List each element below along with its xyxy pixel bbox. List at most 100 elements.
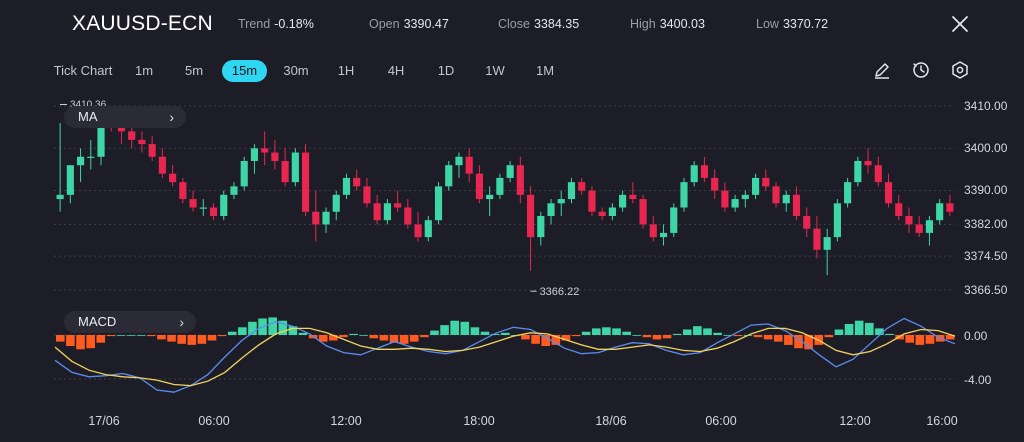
macd-histogram-bar — [784, 335, 793, 345]
candle-body — [567, 182, 576, 200]
candle-body — [312, 211, 320, 225]
candle-body — [66, 165, 74, 195]
macd-histogram-bar — [824, 335, 834, 338]
tf-1mo[interactable]: 1M — [535, 63, 555, 78]
signal-line — [54, 327, 956, 387]
chevron-right-icon: › — [169, 109, 174, 125]
macd-histogram-bar — [207, 335, 217, 341]
macd-histogram-bar — [379, 335, 389, 341]
candle-body — [670, 207, 678, 233]
tf-30m[interactable]: 30m — [283, 63, 309, 78]
candle-body — [465, 156, 473, 174]
price-tick: 3390.00 — [964, 183, 1008, 197]
candle-body — [486, 194, 494, 200]
candle-body — [148, 144, 156, 157]
open-label: Open — [369, 17, 400, 31]
macd-histogram-bar — [288, 326, 298, 335]
candle-body — [342, 177, 351, 195]
candle-body — [895, 203, 903, 216]
candle-body — [87, 156, 95, 158]
candle-body — [404, 207, 412, 225]
ma-indicator-pill[interactable]: MA › — [64, 106, 186, 128]
candle-body — [936, 203, 944, 221]
macd-histogram-bar — [652, 335, 662, 340]
candle-body — [322, 211, 330, 225]
candle-body — [772, 186, 780, 204]
candle-body — [751, 177, 760, 195]
macd-histogram-bar — [470, 327, 480, 335]
macd-histogram-bar — [278, 320, 288, 335]
macd-histogram-bar — [329, 335, 338, 341]
macd-histogram-bar — [298, 332, 308, 335]
candle-body — [578, 182, 586, 191]
candle-body — [169, 173, 177, 183]
time-tick: 06:00 — [198, 414, 230, 428]
candle-body — [506, 165, 514, 178]
settings-icon[interactable] — [949, 59, 971, 81]
candle-body — [557, 199, 565, 204]
clock-icon[interactable] — [910, 59, 932, 81]
candle-body — [189, 199, 197, 208]
macd-line — [54, 317, 956, 393]
macd-histogram-bar — [713, 332, 722, 335]
low-stat: Low 3370.72 — [756, 17, 828, 31]
macd-histogram-bar — [76, 335, 85, 350]
ma-label: MA — [78, 109, 98, 124]
candle-body — [414, 224, 422, 238]
candle-body — [230, 186, 238, 195]
macd-histogram-bar — [126, 335, 136, 336]
macd-histogram-bar — [834, 329, 844, 335]
time-tick: 06:00 — [705, 414, 737, 428]
candle-body — [915, 224, 923, 233]
macd-histogram-bar — [905, 335, 915, 343]
candle-body — [946, 203, 954, 212]
low-value: 3370.72 — [782, 17, 829, 31]
macd-histogram-bar — [541, 335, 551, 346]
price-tick: 3366.50 — [964, 283, 1008, 297]
tf-15m[interactable]: 15m — [222, 60, 267, 82]
candle-body — [179, 182, 187, 200]
candle-body — [209, 207, 218, 216]
macd-histogram-bar — [632, 335, 642, 336]
tf-tick-chart[interactable]: Tick Chart — [53, 63, 113, 78]
candle-body — [526, 194, 535, 238]
candle-body — [394, 203, 402, 208]
macd-histogram-bar — [682, 329, 692, 335]
macd-histogram-bar — [116, 335, 126, 336]
trend-stat: Trend -0.18% — [238, 17, 314, 31]
macd-histogram-bar — [612, 328, 621, 335]
tf-5m[interactable]: 5m — [184, 63, 204, 78]
high-marker-label: 3410.36 — [70, 99, 107, 110]
macd-histogram-bar — [591, 328, 601, 335]
macd-histogram-bar — [693, 326, 702, 335]
pencil-icon[interactable] — [871, 59, 893, 81]
macd-histogram-bar — [864, 322, 874, 335]
macd-histogram-bar — [703, 328, 712, 335]
macd-histogram-bar — [854, 320, 864, 335]
candle-body — [680, 182, 688, 208]
candle-body — [138, 139, 146, 145]
tf-4h[interactable]: 4H — [387, 63, 405, 78]
macd-histogram-bar — [147, 335, 156, 337]
candle-body — [373, 203, 381, 221]
tf-1m[interactable]: 1m — [134, 63, 154, 78]
macd-histogram-bar — [602, 327, 611, 335]
tf-1w[interactable]: 1W — [485, 63, 505, 78]
macd-histogram-bar — [248, 321, 257, 335]
candle-body — [690, 165, 698, 183]
tf-1h[interactable]: 1H — [337, 63, 355, 78]
macd-indicator-pill[interactable]: MACD › — [64, 311, 196, 333]
macd-histogram-bar — [167, 335, 176, 342]
high-label: High — [630, 17, 656, 31]
price-chart[interactable]: 3410.36 3366.22 — [0, 90, 1024, 442]
candle-body — [925, 220, 934, 233]
open-value: 3390.47 — [403, 17, 449, 31]
candle-body — [598, 211, 606, 216]
close-icon[interactable] — [948, 12, 972, 36]
candle-body — [220, 194, 228, 216]
macd-histogram-bar — [804, 335, 813, 350]
tf-1d[interactable]: 1D — [437, 63, 455, 78]
macd-histogram-bar — [66, 335, 75, 346]
candle-body — [291, 152, 299, 183]
macd-histogram-bar — [531, 335, 540, 344]
